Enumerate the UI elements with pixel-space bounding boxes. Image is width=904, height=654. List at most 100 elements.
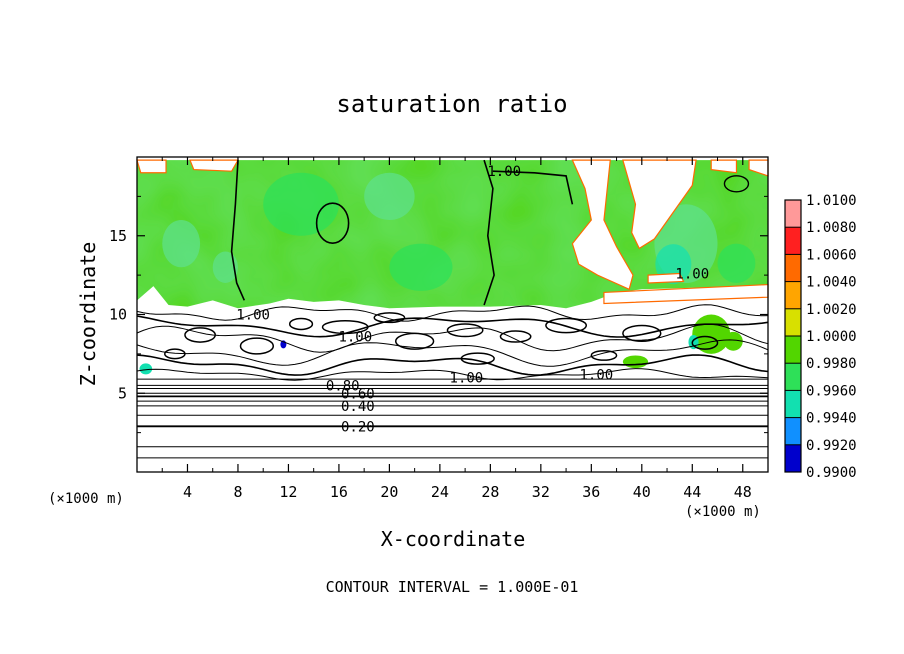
fill-region-dry-gap bbox=[622, 159, 697, 250]
y-tick-label: 10 bbox=[109, 306, 127, 324]
colorbar-label: 1.0000 bbox=[806, 329, 857, 345]
fill-region-dry-gap bbox=[710, 159, 738, 174]
contour-line-closed bbox=[590, 349, 618, 361]
x-tick-label: 24 bbox=[431, 483, 449, 501]
contour-line-wavy bbox=[136, 354, 769, 376]
fill-region-dry-gap bbox=[189, 159, 239, 172]
y-axis-label: Z-coordinate bbox=[76, 242, 100, 387]
x-tick: 28 bbox=[481, 157, 499, 501]
contour-label: 1.00 bbox=[487, 164, 521, 180]
saturation-fill-field bbox=[136, 159, 769, 375]
x-tick: 36 bbox=[582, 157, 600, 501]
colorbar-swatch bbox=[785, 254, 801, 282]
colorbar-swatch bbox=[785, 336, 801, 364]
contour-line-closed bbox=[164, 348, 186, 360]
x-tick: 32 bbox=[532, 157, 550, 501]
x-tick-label: 44 bbox=[683, 483, 701, 501]
contour-label: 0.20 bbox=[341, 419, 375, 435]
colorbar-label: 0.9960 bbox=[806, 383, 857, 399]
chart-title: saturation ratio bbox=[336, 90, 567, 118]
contour-line-closed bbox=[622, 324, 662, 343]
x-tick: 48 bbox=[734, 157, 752, 501]
colorbar-swatch bbox=[785, 417, 801, 445]
colorbar-label: 0.9900 bbox=[806, 465, 857, 481]
x-axis-unit-right: (×1000 m) bbox=[685, 504, 761, 520]
contour-labels: 1.00 1.00 1.00 1.00 1.00 1.00 0.800.600.40 0.20 bbox=[236, 164, 709, 435]
colorbar: 1.0100 1.0080 1.0060 1.0040 1.0020 1.0000 0.99… bbox=[784, 193, 857, 481]
fill-region-0-9980 bbox=[263, 172, 339, 236]
x-tick-label: 28 bbox=[481, 483, 499, 501]
fill-region-0-9980 bbox=[162, 220, 201, 268]
contour-line-wavy bbox=[136, 304, 769, 322]
contour-line-wavy bbox=[136, 323, 769, 353]
contour-line-closed bbox=[460, 352, 495, 365]
contour-line-closed bbox=[394, 332, 435, 350]
colorbar-swatch bbox=[785, 363, 801, 391]
contour-line-closed bbox=[446, 323, 484, 338]
y-tick: 10 bbox=[109, 306, 768, 324]
x-axis-unit-left: (×1000 m) bbox=[48, 491, 124, 507]
fill-region-patch bbox=[723, 331, 743, 351]
contour-line-upper bbox=[483, 159, 495, 306]
contour-line-wavy bbox=[136, 315, 769, 338]
colorbar-swatch bbox=[785, 200, 801, 228]
x-tick: 44 bbox=[683, 157, 701, 501]
colorbar-label: 1.0080 bbox=[806, 220, 857, 236]
fill-region-patch bbox=[622, 355, 649, 369]
y-tick-label: 5 bbox=[118, 384, 127, 402]
contour-label: 0.60 bbox=[341, 386, 375, 402]
contour-label: 1.00 bbox=[450, 371, 484, 387]
colorbar-label: 1.0100 bbox=[806, 193, 857, 209]
x-tick: 20 bbox=[380, 157, 398, 501]
contour-line-upper bbox=[230, 160, 246, 301]
y-tick-label: 15 bbox=[109, 227, 127, 245]
contour-label: 0.80 bbox=[326, 378, 360, 394]
x-tick-label: 8 bbox=[233, 483, 242, 501]
colorbar-label: 1.0040 bbox=[806, 275, 857, 291]
fill-region-0-9980 bbox=[389, 243, 453, 291]
colorbar-label: 1.0060 bbox=[806, 247, 857, 263]
contour-label: 1.00 bbox=[580, 367, 614, 383]
x-axis-ticks: 4 8 12 16 20 24 28 32 36 40 44 48 bbox=[161, 157, 752, 501]
fill-region-0-9980 bbox=[212, 251, 238, 283]
contour-line-closed bbox=[288, 317, 314, 331]
fill-region-0-9980 bbox=[717, 243, 756, 283]
colorbar-label: 0.9940 bbox=[806, 411, 857, 427]
contour-line-upper bbox=[492, 170, 574, 205]
x-tick-label: 20 bbox=[380, 483, 398, 501]
x-tick: 8 bbox=[233, 157, 242, 501]
colorbar-swatch bbox=[785, 308, 801, 336]
colorbar-swatch bbox=[785, 281, 801, 309]
plot-area: 1.00 1.00 1.00 1.00 1.00 1.00 0.800.600.40 0.20 bbox=[136, 156, 769, 473]
contour-line-closed bbox=[239, 337, 275, 355]
colorbar-label: 1.0020 bbox=[806, 302, 857, 318]
x-tick-label: 32 bbox=[532, 483, 550, 501]
y-axis-ticks: 5 10 15 bbox=[109, 195, 768, 434]
colorbar-label: 0.9980 bbox=[806, 356, 857, 372]
contour-line-closed bbox=[691, 335, 719, 350]
contour-label: 1.00 bbox=[338, 330, 372, 346]
x-tick-label: 48 bbox=[734, 483, 752, 501]
x-axis-label: X-coordinate bbox=[381, 527, 526, 551]
x-tick-label: 4 bbox=[183, 483, 192, 501]
fill-region-dry-gap bbox=[136, 159, 167, 174]
x-tick-label: 12 bbox=[279, 483, 297, 501]
contour-label: 0.40 bbox=[341, 399, 375, 415]
fill-region-patch bbox=[139, 363, 153, 375]
x-tick: 16 bbox=[330, 157, 348, 501]
contour-line-closed bbox=[373, 312, 406, 324]
y-tick: 15 bbox=[109, 227, 768, 245]
contour-line-closed bbox=[723, 175, 750, 193]
fill-region-dry-gap bbox=[647, 272, 685, 284]
contour-label: 1.00 bbox=[675, 267, 709, 283]
colorbar-swatch bbox=[785, 227, 801, 255]
contour-line-closed bbox=[184, 327, 216, 343]
colorbar-swatch bbox=[785, 444, 801, 472]
x-tick: 4 bbox=[183, 157, 192, 501]
colorbar-swatch bbox=[785, 390, 801, 418]
x-tick-label: 40 bbox=[633, 483, 651, 501]
contour-lines bbox=[136, 159, 769, 459]
contour-interval-note: CONTOUR INTERVAL = 1.000E-01 bbox=[326, 578, 579, 596]
contour-line-closed bbox=[545, 317, 588, 334]
